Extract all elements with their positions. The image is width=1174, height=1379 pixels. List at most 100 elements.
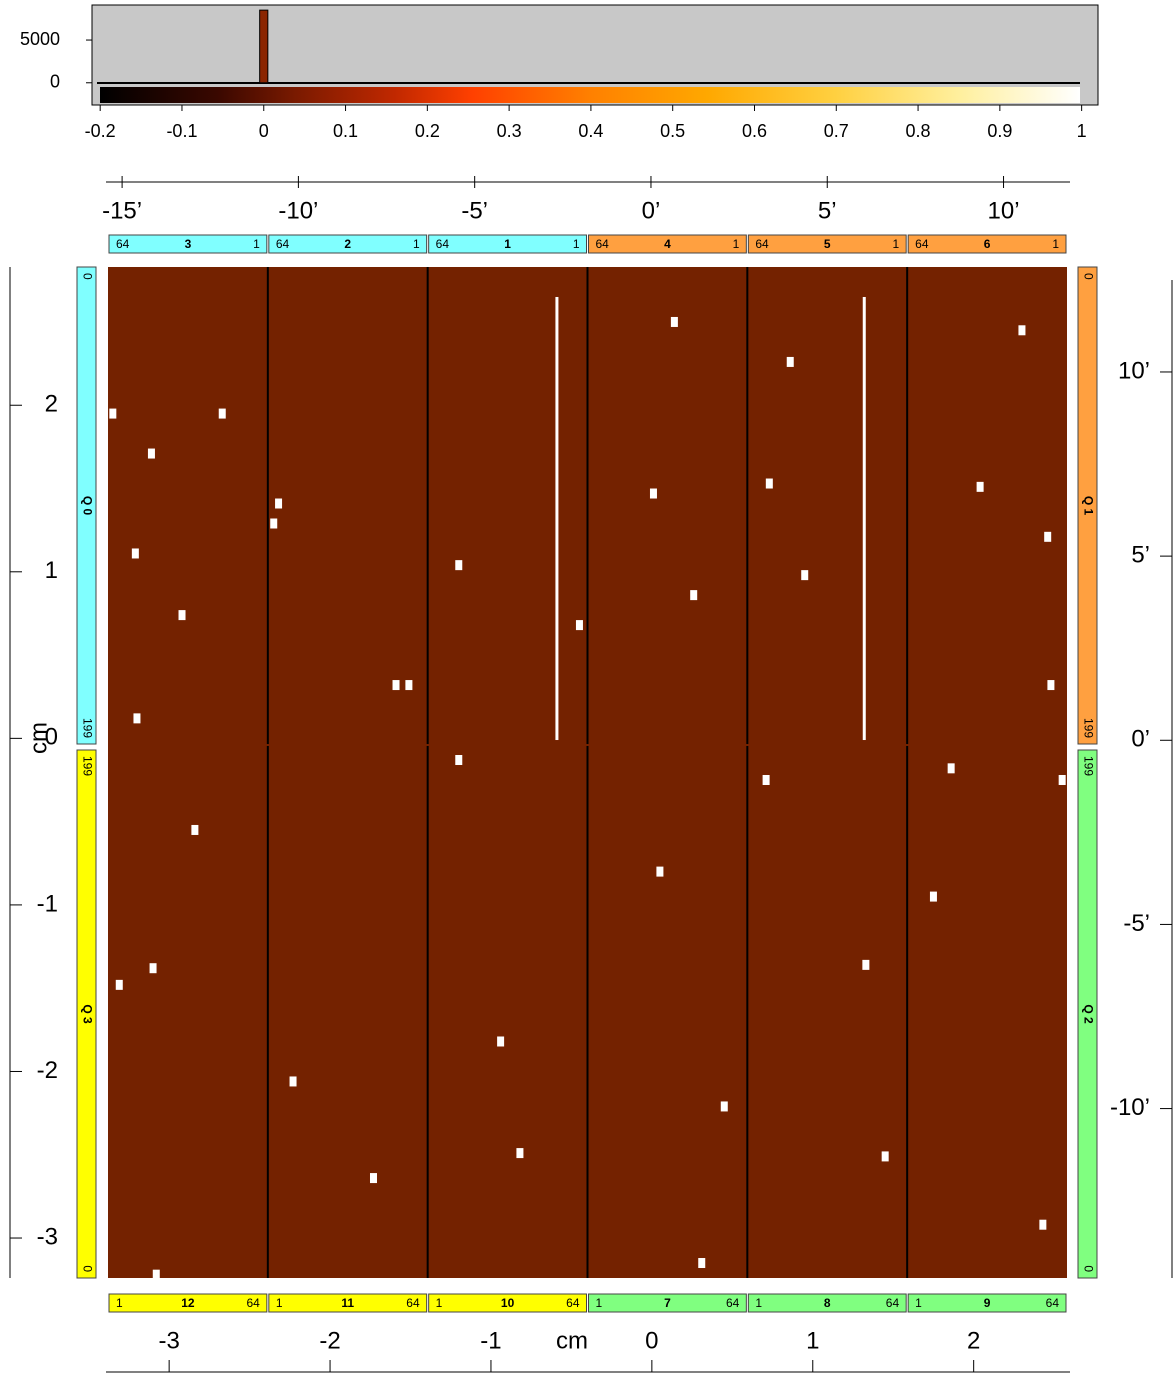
x-tick-label: 1 xyxy=(806,1327,819,1354)
module-id: 4 xyxy=(664,237,671,251)
module-id: 6 xyxy=(984,237,991,251)
y-tick-label: -2 xyxy=(37,1057,58,1084)
quadrant-bar xyxy=(76,749,97,1279)
quadrant-name: Q 1 xyxy=(1081,496,1095,516)
y-tick-label: -1 xyxy=(37,890,58,917)
hot-pixel xyxy=(405,680,413,691)
quadrant-edge-label: 199 xyxy=(1081,718,1095,738)
x-axis-label: cm xyxy=(556,1327,588,1354)
quadrant-name: Q 2 xyxy=(1081,1004,1095,1024)
hot-pixel xyxy=(801,570,809,581)
hot-pixel xyxy=(149,963,157,974)
module-edge-label: 64 xyxy=(246,1296,260,1310)
module-edge-label: 64 xyxy=(1046,1296,1060,1310)
streak xyxy=(555,296,559,741)
quadrant-edge-label: 0 xyxy=(80,273,94,280)
hot-pixel xyxy=(369,1173,377,1184)
module-edge-label: 1 xyxy=(276,1296,283,1310)
module-box xyxy=(108,234,268,254)
x2-tick-label: -10’ xyxy=(278,197,318,224)
hot-pixel xyxy=(690,590,698,601)
hot-pixel xyxy=(1018,325,1026,336)
hot-pixel xyxy=(152,1269,160,1280)
hot-pixel xyxy=(178,610,186,621)
module-edge-label: 64 xyxy=(116,237,130,251)
module-id: 5 xyxy=(824,237,831,251)
hot-pixel xyxy=(455,560,463,571)
hot-pixel xyxy=(1039,1219,1047,1230)
x-tick-label: -0.2 xyxy=(85,121,116,141)
module-edge-label: 64 xyxy=(596,237,610,251)
x-tick-label: 0.5 xyxy=(660,121,685,141)
hot-pixel xyxy=(133,713,141,724)
x-tick-label: 0 xyxy=(259,121,269,141)
module-edge-label: 1 xyxy=(436,1296,443,1310)
y2-tick-label: -10’ xyxy=(1110,1094,1150,1121)
colorbar xyxy=(100,87,1080,103)
y2-tick-label: 5’ xyxy=(1131,541,1150,568)
quadrant-edge-label: 199 xyxy=(80,756,94,776)
hot-pixel xyxy=(289,1076,297,1087)
hot-pixel xyxy=(131,548,139,559)
module-edge-label: 1 xyxy=(116,1296,123,1310)
hot-pixel xyxy=(575,620,583,631)
y-tick-label: 2 xyxy=(45,391,58,418)
hot-pixel xyxy=(881,1151,889,1162)
x-tick-label: 2 xyxy=(967,1327,980,1354)
module-box xyxy=(428,1293,587,1313)
hot-pixel xyxy=(649,488,657,499)
quadrant-edge-label: 0 xyxy=(80,1265,94,1272)
quadrant-edge-label: 0 xyxy=(1081,1265,1095,1272)
y-tick-label: -3 xyxy=(37,1223,58,1250)
histogram-bar xyxy=(259,9,269,84)
streak xyxy=(862,296,866,741)
quadrant-edge-label: 199 xyxy=(1081,756,1095,776)
module-id: 1 xyxy=(504,237,511,251)
y-tick-label: 5000 xyxy=(20,29,60,49)
hot-pixel xyxy=(115,979,123,990)
hot-pixel xyxy=(929,891,937,902)
quadrant-name: Q 3 xyxy=(80,1004,94,1024)
module-box xyxy=(747,1293,907,1313)
hot-pixel xyxy=(1047,680,1055,691)
module-id: 7 xyxy=(664,1296,671,1310)
module-edge-label: 1 xyxy=(573,237,580,251)
x-tick-label: -0.1 xyxy=(166,121,197,141)
module-edge-label: 1 xyxy=(755,1296,762,1310)
hot-pixel xyxy=(109,408,117,419)
module-box xyxy=(588,1293,747,1313)
hot-pixel xyxy=(947,763,955,774)
x-tick-label: -1 xyxy=(480,1327,501,1354)
hot-pixel xyxy=(497,1036,505,1047)
module-box xyxy=(907,1293,1067,1313)
y-tick-label: 1 xyxy=(45,557,58,584)
module-edge-label: 64 xyxy=(726,1296,740,1310)
module-edge-label: 1 xyxy=(1052,237,1059,251)
x-tick-label: 0 xyxy=(645,1327,658,1354)
x-tick-label: 1 xyxy=(1077,121,1087,141)
hot-pixel xyxy=(270,518,278,529)
module-id: 2 xyxy=(344,237,351,251)
x-tick-label: 0.7 xyxy=(824,121,849,141)
module-edge-label: 64 xyxy=(755,237,769,251)
module-edge-label: 1 xyxy=(596,1296,603,1310)
hot-pixel xyxy=(392,680,400,691)
quadrant-bar xyxy=(76,266,97,745)
hot-pixel xyxy=(147,448,155,459)
x2-tick-label: -5’ xyxy=(461,197,488,224)
hot-pixel xyxy=(656,866,664,877)
hot-pixel xyxy=(698,1258,706,1269)
module-id: 9 xyxy=(984,1296,991,1310)
hot-pixel xyxy=(670,316,678,327)
module-edge-label: 64 xyxy=(886,1296,900,1310)
x2-tick-label: 0’ xyxy=(642,197,661,224)
x-tick-label: 0.8 xyxy=(906,121,931,141)
module-id: 12 xyxy=(181,1296,195,1310)
y-tick-label: 0 xyxy=(45,724,58,751)
hot-pixel xyxy=(762,774,770,785)
hot-pixel xyxy=(516,1148,524,1159)
hot-pixel xyxy=(1044,531,1052,542)
